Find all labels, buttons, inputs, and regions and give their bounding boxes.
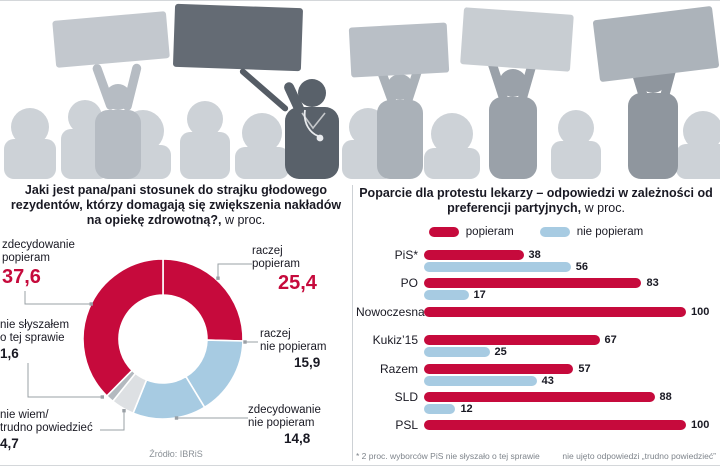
- footnote-right: nie ujęto odpowiedzi „trudno powiedzieć”: [562, 451, 716, 461]
- bar-category-label: SLD: [394, 389, 418, 404]
- donut-label-raczej-popieram: raczej popieram 25,4: [252, 245, 322, 294]
- bar-row-PSL: PSL 100: [356, 418, 716, 442]
- legend-swatch-popieram: [428, 227, 459, 237]
- bar-value: 38: [528, 249, 541, 261]
- source-label: Źródło: IBRiS: [149, 449, 203, 459]
- doctor-with-placard: [173, 3, 339, 179]
- donut-label-text: zdecydowanie popieram: [2, 239, 75, 264]
- bar-category-label: PO: [400, 276, 418, 291]
- legend-swatch-nie-popieram: [539, 227, 570, 237]
- donut-chart-title: Jaki jest pana/pani stosunek do strajku …: [6, 183, 346, 228]
- donut-label-text: nie wiem/ trudno powiedzieć: [0, 409, 93, 434]
- title-bold: Jaki jest pana/pani stosunek do strajku …: [10, 183, 342, 227]
- legend-label: nie popieram: [576, 226, 644, 238]
- donut-label-value: 1,6: [0, 346, 19, 361]
- donut-label-text: nie słyszałem o tej sprawie: [0, 319, 70, 344]
- bar-category-label: PiS*: [394, 248, 418, 262]
- bar-row-SLD: SLD 88 12: [356, 389, 716, 415]
- donut-label-nie-slyszalem: nie słyszałem o tej sprawie 1,6: [0, 319, 90, 361]
- bar-popieram: [424, 391, 655, 402]
- placard-icon: [460, 7, 574, 72]
- title-unit: w proc.: [581, 201, 625, 215]
- legend-label: popieram: [465, 226, 514, 238]
- donut-slice: [162, 258, 244, 342]
- bar-nie popieram: [424, 375, 537, 386]
- footnote: * 2 proc. wyborców PiS nie słyszało o te…: [356, 451, 716, 461]
- bar-chart-legend: popieram nie popieram: [356, 226, 716, 238]
- bar-row-Razem: Razem 57 43: [356, 361, 716, 387]
- bar-popieram: [424, 250, 524, 260]
- bar-value: 12: [460, 402, 473, 415]
- bar-value: 88: [659, 390, 672, 403]
- donut-label-text: raczej popieram: [252, 245, 300, 270]
- bar-value: 83: [646, 277, 659, 290]
- panel-divider: [352, 185, 353, 461]
- bar-value: 25: [494, 346, 507, 359]
- bar-value: 43: [541, 374, 554, 387]
- bar-category-label: PSL: [395, 418, 418, 433]
- legend-item-popieram: popieram: [428, 226, 514, 238]
- bar-category-label: Razem: [379, 361, 418, 376]
- placard-icon: [593, 6, 719, 82]
- title-unit: w proc.: [221, 213, 266, 227]
- bar-popieram: [424, 335, 600, 346]
- bar-row-Kukiz’15: Kukiz’15 67 25: [356, 333, 716, 359]
- protester-right: [485, 51, 539, 179]
- bar-value: 57: [578, 362, 591, 375]
- bar-nie popieram: [424, 347, 490, 358]
- bar-value: 17: [473, 289, 486, 302]
- title-bold: Poparcie dla protestu lekarzy – odpowied…: [359, 186, 713, 215]
- donut-label-zdecydowanie-nie-popieram: zdecydowanie nie popieram 14,8: [248, 404, 338, 446]
- bar-value: 56: [575, 261, 588, 273]
- placard-icon: [348, 22, 450, 78]
- donut-label-value: 15,9: [294, 355, 321, 370]
- stethoscope-icon: [303, 109, 319, 137]
- bar-row-PiS*: PiS* 38 56: [356, 248, 716, 273]
- placard-icon: [52, 11, 170, 68]
- bar-nie popieram: [424, 290, 469, 301]
- donut-slice: [82, 258, 164, 398]
- footnote-left: * 2 proc. wyborców PiS nie słyszało o te…: [356, 451, 540, 461]
- donut-label-value: 25,4: [278, 272, 317, 294]
- donut-label-value: 37,6: [2, 266, 41, 288]
- stethoscope-icon: [316, 134, 324, 142]
- bar-row-Nowoczesna: Nowoczesna 100: [356, 304, 716, 329]
- bar-value: 67: [604, 334, 617, 347]
- bar-popieram: [424, 278, 642, 289]
- bar-category-label: Kukiz’15: [372, 333, 418, 348]
- protester-left: [92, 63, 142, 179]
- bar-nie popieram: [424, 262, 571, 272]
- protest-illustration: [4, 3, 720, 179]
- donut-label-raczej-nie-popieram: raczej nie popieram 15,9: [260, 328, 342, 370]
- bar-chart-title: Poparcie dla protestu lekarzy – odpowied…: [358, 186, 714, 216]
- bar-row-PO: PO 83 17: [356, 276, 716, 302]
- bar-nie popieram: [424, 403, 456, 414]
- donut-label-value: 4,7: [0, 436, 19, 451]
- bar-value: 100: [691, 419, 710, 432]
- bar-popieram: [424, 420, 686, 431]
- bar-category-label: Nowoczesna: [356, 304, 425, 319]
- legend-item-nie-popieram: nie popieram: [539, 226, 644, 238]
- donut-label-nie-wiem: nie wiem/ trudno powiedzieć 4,7: [0, 409, 104, 451]
- bar-value: 100: [691, 305, 710, 318]
- donut-label-text: zdecydowanie nie popieram: [248, 404, 321, 429]
- donut-label-zdecydowanie-popieram: zdecydowanie popieram 37,6: [2, 239, 92, 288]
- bar-chart: PiS* 38 56 PO 83 17 Nowoczesna 100 Kukiz’15 67 25 R…: [356, 248, 716, 449]
- bar-popieram: [424, 363, 574, 374]
- bar-popieram: [424, 306, 686, 317]
- donut-label-text: raczej nie popieram: [260, 328, 327, 353]
- donut-chart: [82, 258, 244, 420]
- donut-label-value: 14,8: [284, 431, 311, 446]
